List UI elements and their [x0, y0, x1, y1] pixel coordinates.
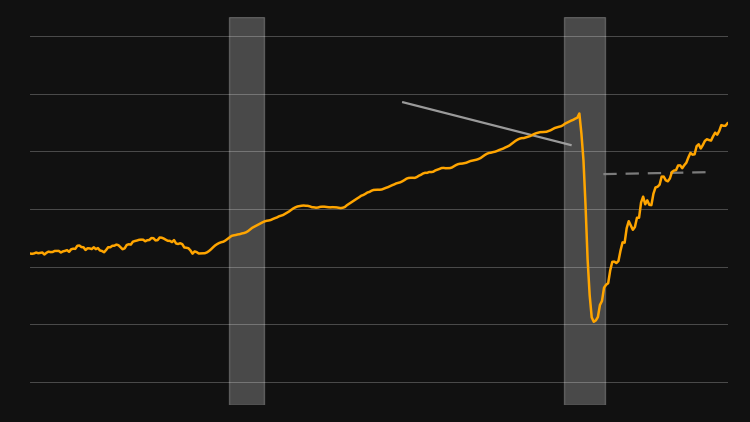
Bar: [563, 17, 605, 405]
Bar: [229, 17, 264, 405]
